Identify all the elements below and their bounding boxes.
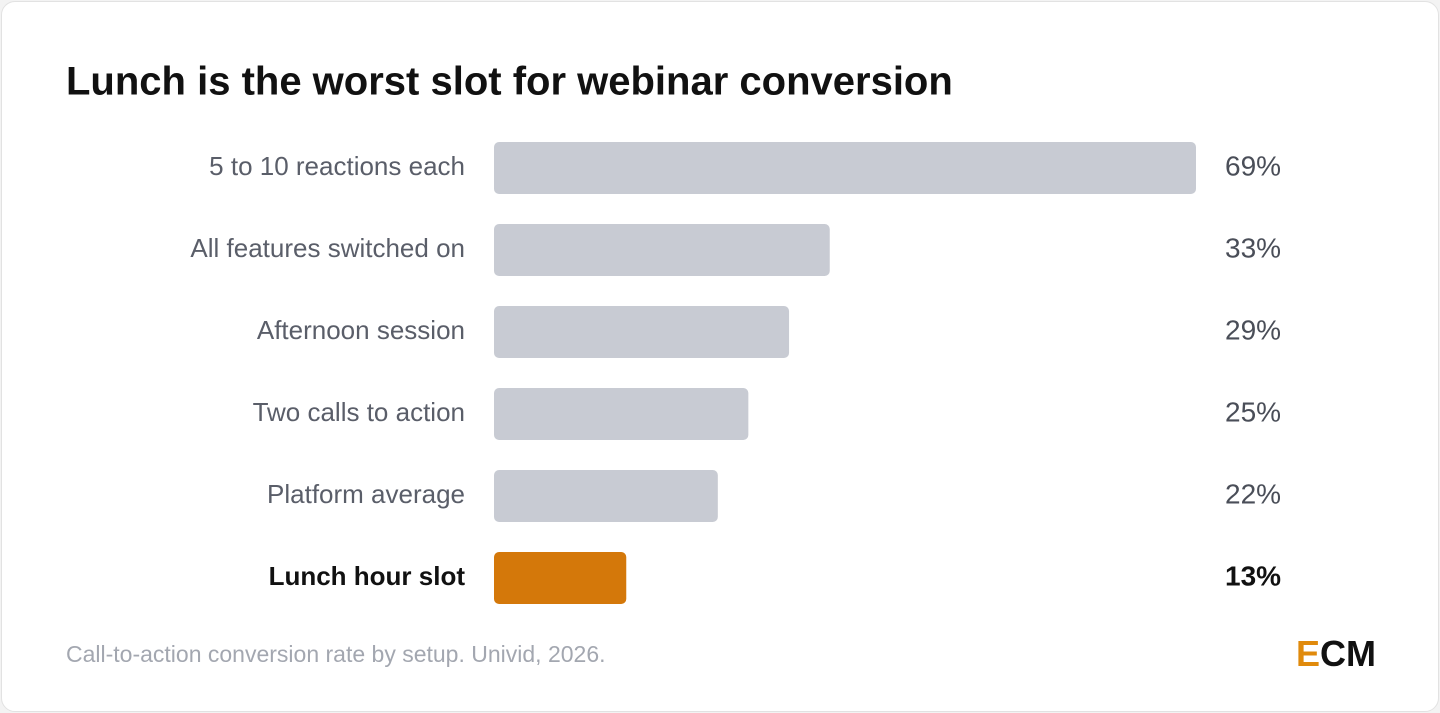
chart-title: Lunch is the worst slot for webinar conv… (66, 60, 953, 104)
bar (494, 388, 749, 440)
category-label: Afternoon session (257, 315, 465, 345)
category-label: Platform average (267, 479, 465, 509)
value-label: 33% (1225, 232, 1281, 263)
value-label: 22% (1225, 478, 1281, 509)
category-label: 5 to 10 reactions each (209, 151, 465, 181)
logo: ECM (1295, 633, 1376, 674)
value-label: 69% (1225, 150, 1281, 181)
value-label: 25% (1225, 396, 1281, 427)
caption: Call-to-action conversion rate by setup.… (66, 641, 606, 667)
value-label: 29% (1225, 314, 1281, 345)
bar (494, 142, 1196, 194)
bar (494, 470, 718, 522)
value-label: 13% (1225, 560, 1281, 591)
bar (494, 306, 790, 358)
category-label: All features switched on (190, 233, 465, 263)
category-label: Lunch hour slot (269, 561, 466, 591)
bar (494, 552, 627, 604)
bar (494, 224, 830, 276)
category-label: Two calls to action (253, 397, 465, 427)
